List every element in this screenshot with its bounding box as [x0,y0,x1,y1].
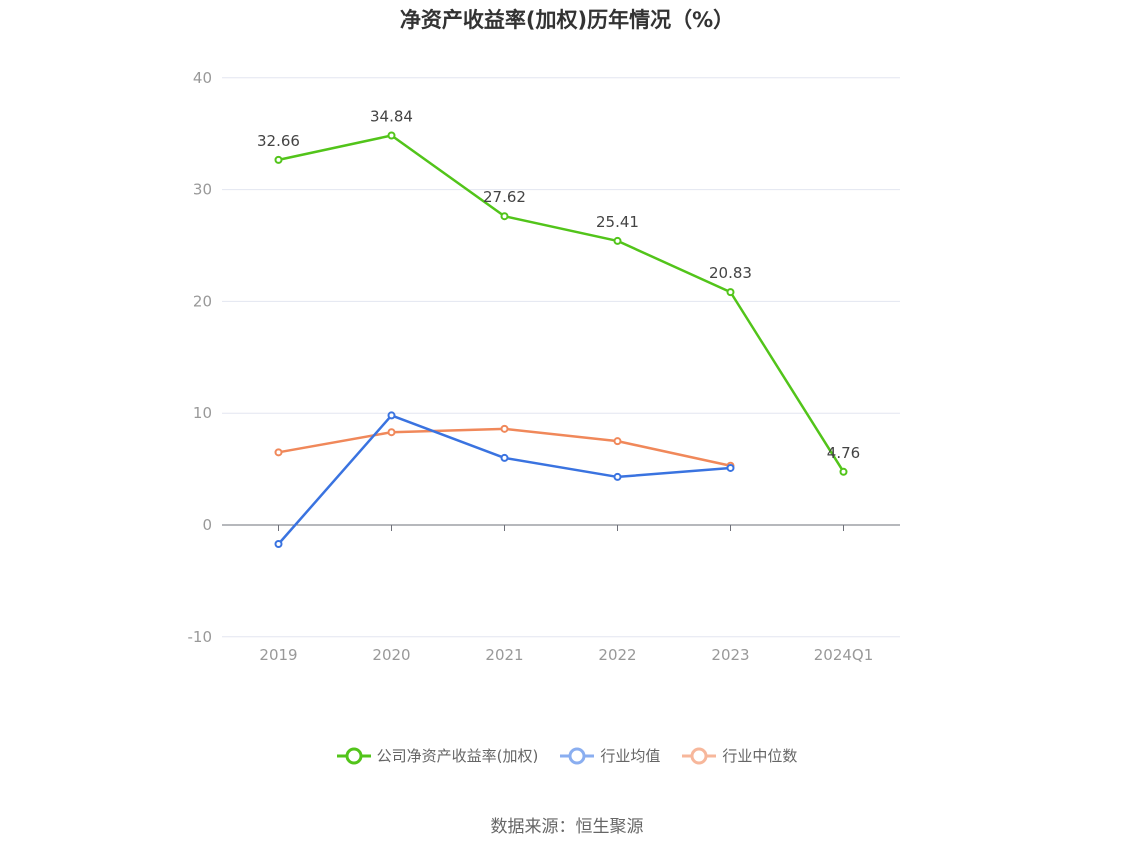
data-label: 32.66 [257,132,300,150]
legend-swatch-industry-median [682,747,717,764]
x-axis: 2019 2020 2021 2022 2023 2024Q1 [222,524,900,664]
series-0 [274,131,848,476]
series-group [274,131,848,549]
data-label: 25.41 [596,213,639,231]
legend-label-industry-median: 行业中位数 [722,747,798,765]
data-point[interactable] [613,236,622,245]
legend-item-industry-mean[interactable]: 行业均值 [560,745,660,766]
data-point[interactable] [387,428,396,437]
x-tick-label: 2021 [485,646,523,664]
data-point[interactable] [500,453,509,462]
x-tick-label: 2023 [711,646,749,664]
y-tick-label: 30 [193,181,212,199]
x-tick-label: 2020 [372,646,410,664]
y-tick-label: 40 [193,69,212,87]
data-point[interactable] [500,212,509,221]
legend-swatch-company-roe [336,747,371,764]
grid-lines: -10 0 10 20 30 40 [188,69,900,646]
data-label: 27.62 [483,188,526,206]
legend-swatch-industry-mean [560,747,595,764]
series-line [278,134,845,473]
data-point[interactable] [274,540,283,549]
data-point[interactable] [613,437,622,446]
data-labels: 32.66 34.84 27.62 25.41 20.83 4.76 [257,107,860,461]
data-point[interactable] [613,472,622,481]
series-1 [274,411,735,549]
data-point[interactable] [839,467,848,476]
data-point[interactable] [726,463,735,472]
data-label: 4.76 [827,444,860,462]
y-tick-label: -10 [188,628,213,646]
legend-label-company-roe: 公司净资产收益率(加权) [376,747,539,765]
data-point[interactable] [726,288,735,297]
data-point[interactable] [274,448,283,457]
x-tick-label: 2022 [598,646,636,664]
legend-item-industry-median[interactable]: 行业中位数 [682,745,797,766]
data-point[interactable] [274,155,283,164]
x-tick-label: 2024Q1 [814,646,874,664]
y-tick-label: 20 [193,292,212,310]
data-label: 34.84 [370,107,413,125]
legend-label-industry-mean: 行业均值 [600,747,661,765]
data-point[interactable] [500,424,509,433]
y-tick-label: 0 [202,516,212,534]
data-point[interactable] [387,131,396,140]
legend-item-company-roe[interactable]: 公司净资产收益率(加权) [336,745,539,766]
x-tick-label: 2019 [259,646,297,664]
y-tick-label: 10 [193,404,212,422]
data-label: 20.83 [709,264,752,282]
chart-title: 净资产收益率(加权)历年情况（%） [399,8,735,32]
source-text: 数据来源：恒生聚源 [490,817,644,837]
series-2 [274,424,735,470]
legend: 公司净资产收益率(加权) 行业均值 行业中位数 [0,745,1134,766]
data-point[interactable] [387,411,396,420]
